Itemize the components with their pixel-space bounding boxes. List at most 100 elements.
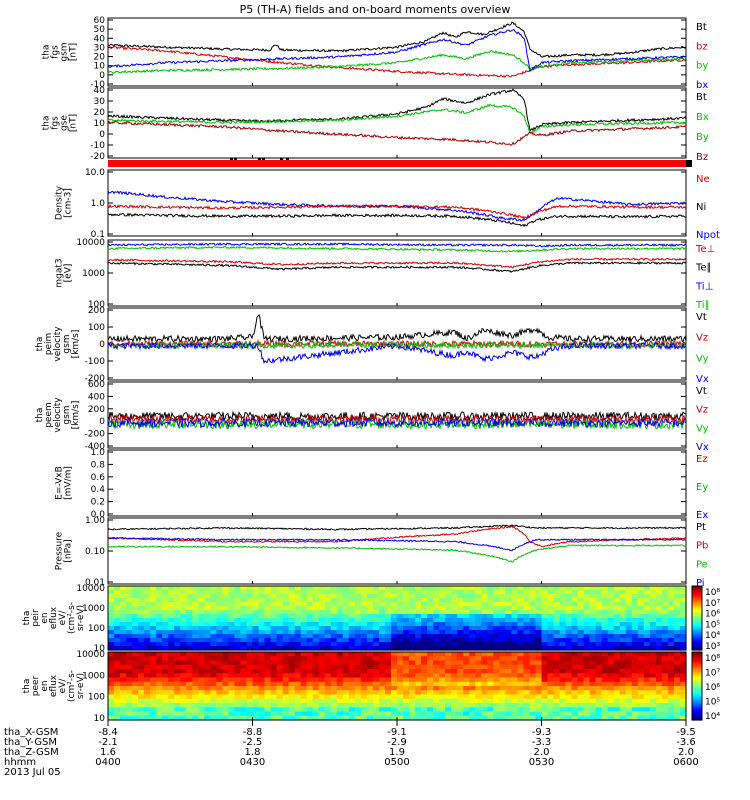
heatmap-cell xyxy=(601,634,609,639)
heatmap-cell xyxy=(409,618,416,623)
heatmap-cell xyxy=(499,590,506,595)
heatmap-cell xyxy=(114,598,121,603)
heatmap-cell xyxy=(348,626,356,631)
heatmap-cell xyxy=(655,707,663,713)
heatmap-cell xyxy=(553,598,561,603)
y-tick-label: 1000 xyxy=(82,269,105,279)
heatmap-cell xyxy=(108,610,115,615)
heatmap-cell xyxy=(403,642,410,647)
heatmap-cell xyxy=(384,690,392,696)
heatmap-cell xyxy=(138,715,145,721)
heatmap-cell xyxy=(595,656,603,662)
heatmap-cell xyxy=(481,594,488,599)
heatmap-cell xyxy=(553,622,561,627)
heatmap-cell xyxy=(390,626,398,631)
heatmap-cell xyxy=(595,703,603,708)
heatmap-cell xyxy=(511,614,519,619)
heatmap-cell xyxy=(643,590,651,595)
heatmap-cell xyxy=(643,694,651,700)
heatmap-cell xyxy=(601,715,609,721)
heatmap-cell xyxy=(354,598,362,603)
heatmap-cell xyxy=(216,686,223,691)
series-line-Ni xyxy=(107,212,687,228)
heatmap-cell xyxy=(403,638,410,643)
heatmap-cell xyxy=(571,586,579,591)
heatmap-cell xyxy=(324,610,332,615)
heatmap-cell xyxy=(457,673,464,679)
heatmap-cell xyxy=(445,660,452,666)
heatmap-cell xyxy=(252,610,260,615)
heatmap-cell xyxy=(282,660,290,666)
heatmap-cell xyxy=(397,638,404,643)
heatmap-cell xyxy=(372,590,380,595)
heatmap-cell xyxy=(336,602,344,607)
heatmap-cell xyxy=(360,594,368,599)
legend-entry: Pt xyxy=(696,522,706,533)
heatmap-cell xyxy=(300,673,308,679)
heatmap-cell xyxy=(637,694,645,700)
heatmap-cell xyxy=(252,606,260,611)
heatmap-cell xyxy=(180,614,187,619)
heatmap-cell xyxy=(529,618,537,623)
heatmap-cell xyxy=(409,711,416,717)
heatmap-cell xyxy=(186,656,193,662)
heatmap-cell xyxy=(390,707,398,713)
heatmap-cell xyxy=(390,602,398,607)
heatmap-cell xyxy=(679,610,687,615)
heatmap-cell xyxy=(240,711,248,717)
heatmap-cell xyxy=(270,664,278,670)
heatmap-cell xyxy=(475,634,482,639)
heatmap-cell xyxy=(565,594,573,599)
heatmap-cell xyxy=(288,690,296,696)
heatmap-cell xyxy=(457,618,464,623)
heatmap-cell xyxy=(637,618,645,623)
heatmap-cell xyxy=(661,610,669,615)
heatmap-cell xyxy=(378,669,386,674)
heatmap-cell xyxy=(318,703,326,708)
colorbar-cell xyxy=(692,716,702,719)
heatmap-cell xyxy=(264,598,272,603)
heatmap-cell xyxy=(312,664,320,670)
heatmap-cell xyxy=(138,707,145,713)
heatmap-cell xyxy=(366,638,374,643)
heatmap-cell xyxy=(222,586,230,591)
series-line-Bt xyxy=(107,88,687,132)
heatmap-cell xyxy=(631,626,639,631)
heatmap-cell xyxy=(673,703,681,708)
heatmap-cell xyxy=(156,586,163,591)
heatmap-cell xyxy=(631,664,639,670)
heatmap-cell xyxy=(457,677,464,683)
heatmap-cell xyxy=(120,586,127,591)
heatmap-cell xyxy=(126,673,133,679)
heatmap-cell xyxy=(258,656,266,662)
heatmap-cell xyxy=(535,664,543,670)
heatmap-cell xyxy=(270,694,278,700)
x-tick-label: 0500 xyxy=(384,757,409,768)
heatmap-cell xyxy=(384,703,392,708)
heatmap-cell xyxy=(390,586,398,591)
heatmap-cell xyxy=(451,590,458,595)
heatmap-cell xyxy=(583,586,591,591)
heatmap-cell xyxy=(469,673,476,679)
heatmap-cell xyxy=(451,690,458,696)
heatmap-cell xyxy=(625,638,633,643)
heatmap-cell xyxy=(577,626,585,631)
heatmap-cell xyxy=(529,638,537,643)
heatmap-cell xyxy=(421,634,428,639)
heatmap-cell xyxy=(547,606,555,611)
heatmap-cell xyxy=(222,694,230,700)
heatmap-cell xyxy=(318,626,326,631)
heatmap-cell xyxy=(517,711,525,717)
colorbar-cell xyxy=(692,694,702,697)
heatmap-cell xyxy=(312,711,320,717)
heatmap-cell xyxy=(378,656,386,662)
heatmap-cell xyxy=(565,669,573,674)
heatmap-cell xyxy=(372,594,380,599)
heatmap-cell xyxy=(421,586,428,591)
heatmap-cell xyxy=(306,677,314,683)
heatmap-cell xyxy=(667,626,675,631)
heatmap-cell xyxy=(487,634,494,639)
heatmap-cell xyxy=(409,694,416,700)
y-axis-label: [mV/m] xyxy=(64,466,74,500)
heatmap-cell xyxy=(553,656,561,662)
